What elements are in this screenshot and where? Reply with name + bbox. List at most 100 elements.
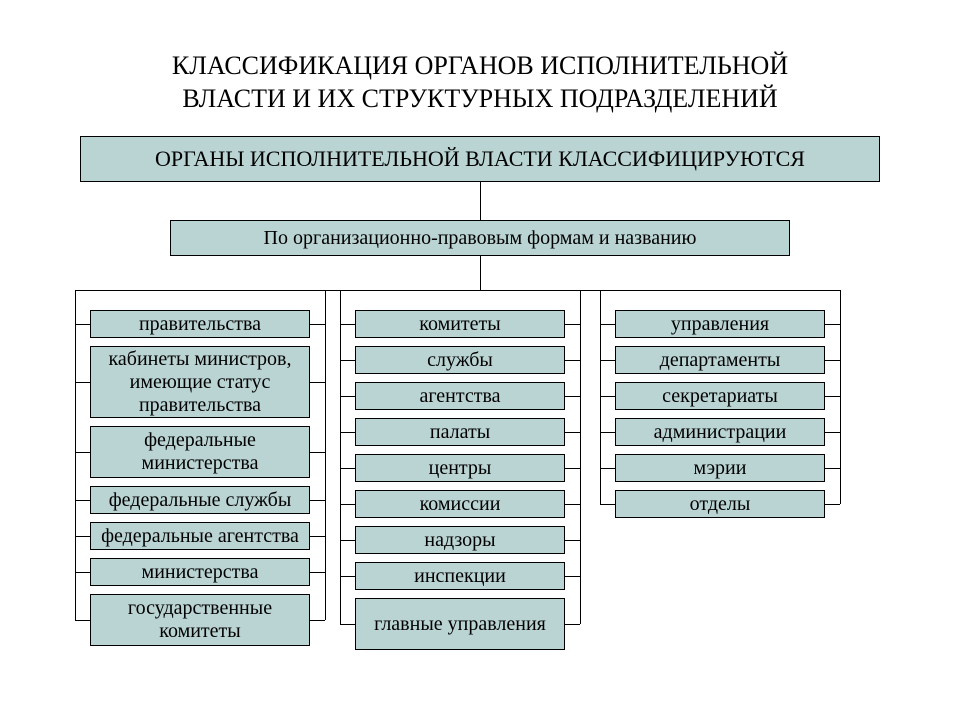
connector: [565, 504, 580, 505]
connector: [600, 504, 615, 505]
connector: [75, 620, 90, 621]
org-node-label: центры: [429, 457, 492, 480]
org-node-label: государственные комитеты: [95, 597, 305, 643]
org-node-label: управления: [671, 313, 769, 336]
org-node: службы: [355, 346, 565, 374]
org-node-label: агентства: [419, 385, 500, 408]
org-node-label: инспекции: [414, 565, 506, 588]
connector: [480, 256, 481, 290]
connector: [565, 576, 580, 577]
connector: [310, 536, 325, 537]
org-node-label: мэрии: [694, 457, 747, 480]
connector: [75, 290, 841, 291]
connector: [565, 624, 580, 625]
org-node-label: комиссии: [420, 493, 501, 516]
connector: [825, 468, 840, 469]
org-node: секретариаты: [615, 382, 825, 410]
connector: [600, 360, 615, 361]
connector: [565, 396, 580, 397]
org-node-label: кабинеты министров, имеющие статус прави…: [95, 348, 305, 417]
org-node: государственные комитеты: [90, 594, 310, 646]
connector: [310, 324, 325, 325]
connector: [340, 540, 355, 541]
org-node-label: секретариаты: [662, 385, 778, 408]
org-node: агентства: [355, 382, 565, 410]
org-node-label: надзоры: [424, 529, 495, 552]
org-node-label: администрации: [654, 421, 787, 444]
connector: [310, 572, 325, 573]
org-node: правительства: [90, 310, 310, 338]
connector: [340, 432, 355, 433]
org-node: федеральные агентства: [90, 522, 310, 550]
org-node-label: главные управления: [374, 613, 546, 636]
org-node: кабинеты министров, имеющие статус прави…: [90, 346, 310, 418]
connector: [310, 620, 325, 621]
connector: [825, 396, 840, 397]
org-node-label: департаменты: [660, 349, 781, 372]
org-node-label: федеральные агентства: [101, 525, 299, 548]
connector: [825, 432, 840, 433]
connector: [340, 576, 355, 577]
org-node: администрации: [615, 418, 825, 446]
org-node: департаменты: [615, 346, 825, 374]
org-node-label: федеральные министерства: [95, 429, 305, 475]
org-node: палаты: [355, 418, 565, 446]
org-node-label: правительства: [139, 313, 261, 336]
org-node: главные управления: [355, 598, 565, 650]
connector: [340, 468, 355, 469]
org-node: отделы: [615, 490, 825, 518]
connector: [75, 324, 90, 325]
org-node-label: отделы: [690, 493, 751, 516]
org-node: комиссии: [355, 490, 565, 518]
connector: [75, 290, 76, 620]
connector: [825, 504, 840, 505]
connector: [480, 182, 481, 220]
org-node: федеральные службы: [90, 486, 310, 514]
connector: [600, 290, 601, 504]
org-node: комитеты: [355, 310, 565, 338]
criterion-box: По организационно-правовым формам и назв…: [170, 220, 790, 256]
root-label: ОРГАНЫ ИСПОЛНИТЕЛЬНОЙ ВЛАСТИ КЛАССИФИЦИР…: [155, 146, 805, 171]
connector: [310, 500, 325, 501]
connector: [600, 396, 615, 397]
org-node: центры: [355, 454, 565, 482]
org-node-label: палаты: [430, 421, 490, 444]
org-node: министерства: [90, 558, 310, 586]
connector: [310, 382, 325, 383]
connector: [340, 290, 341, 624]
org-node-label: министерства: [142, 561, 259, 584]
org-node: федеральные министерства: [90, 426, 310, 478]
connector: [825, 360, 840, 361]
connector: [600, 432, 615, 433]
criterion-label: По организационно-правовым формам и назв…: [264, 227, 697, 250]
connector: [75, 572, 90, 573]
org-node: инспекции: [355, 562, 565, 590]
connector: [340, 324, 355, 325]
connector: [600, 468, 615, 469]
org-chart-canvas: КЛАССИФИКАЦИЯ ОРГАНОВ ИСПОЛНИТЕЛЬНОЙ ВЛА…: [0, 0, 960, 720]
org-node-label: федеральные службы: [109, 489, 292, 512]
connector: [325, 290, 326, 620]
connector: [565, 468, 580, 469]
chart-title: КЛАССИФИКАЦИЯ ОРГАНОВ ИСПОЛНИТЕЛЬНОЙ ВЛА…: [0, 50, 960, 115]
org-node: мэрии: [615, 454, 825, 482]
connector: [340, 504, 355, 505]
connector: [75, 452, 90, 453]
connector: [580, 290, 581, 624]
connector: [75, 536, 90, 537]
org-node-label: комитеты: [419, 313, 500, 336]
connector: [840, 290, 841, 504]
org-node: управления: [615, 310, 825, 338]
connector: [825, 324, 840, 325]
connector: [565, 540, 580, 541]
org-node: надзоры: [355, 526, 565, 554]
connector: [310, 452, 325, 453]
connector: [600, 324, 615, 325]
connector: [75, 382, 90, 383]
connector: [340, 624, 355, 625]
root-box: ОРГАНЫ ИСПОЛНИТЕЛЬНОЙ ВЛАСТИ КЛАССИФИЦИР…: [80, 136, 880, 182]
connector: [340, 396, 355, 397]
connector: [340, 360, 355, 361]
connector: [565, 360, 580, 361]
org-node-label: службы: [427, 349, 493, 372]
